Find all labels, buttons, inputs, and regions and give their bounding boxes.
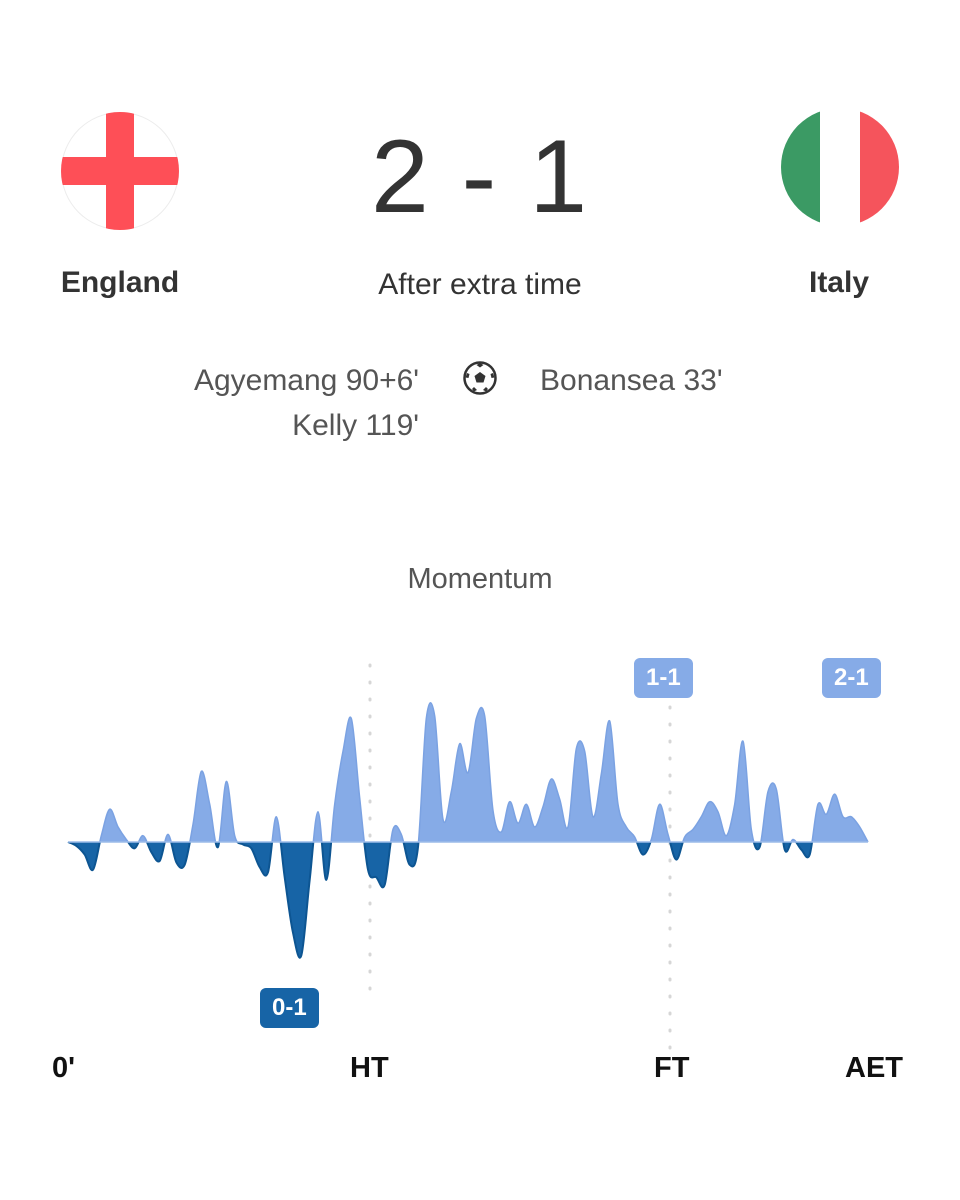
flag-stripe-green — [781, 108, 821, 226]
home-scorer: Agyemang 90+6' — [193, 364, 419, 397]
england-flag-icon — [61, 112, 179, 230]
home-momentum-line — [68, 702, 869, 842]
away-scorer: Bonansea 33' — [540, 364, 723, 397]
away-scorers-list: Bonansea 33' — [540, 358, 723, 403]
goal-badge[interactable]: 0-1 — [260, 988, 319, 1028]
goal-badge[interactable]: 2-1 — [822, 658, 881, 698]
home-team-name[interactable]: England — [60, 266, 180, 299]
home-scorer: Kelly 119' — [292, 409, 419, 442]
goal-badge[interactable]: 1-1 — [634, 658, 693, 698]
timeline-tick-start: 0' — [52, 1052, 76, 1084]
soccer-ball-icon — [463, 361, 497, 395]
home-momentum-area — [68, 702, 868, 842]
chart-areas — [67, 702, 869, 959]
away-team-name[interactable]: Italy — [808, 266, 870, 299]
home-scorers-list: Agyemang 90+6' Kelly 119' — [194, 358, 419, 448]
momentum-chart[interactable] — [0, 620, 960, 1060]
italy-flag-icon — [781, 108, 899, 226]
match-score: 2 - 1 — [370, 119, 590, 235]
chart-gridlines — [368, 663, 672, 1060]
timeline-tick-aet: AET — [845, 1052, 903, 1084]
flag-stripe-red — [859, 108, 899, 226]
timeline-tick-halftime: HT — [350, 1052, 389, 1084]
momentum-title: Momentum — [407, 563, 553, 595]
timeline-tick-fulltime: FT — [654, 1052, 690, 1084]
flag-cross-vertical — [106, 112, 134, 230]
match-status: After extra time — [378, 268, 582, 301]
flag-stripe-white — [820, 108, 860, 226]
